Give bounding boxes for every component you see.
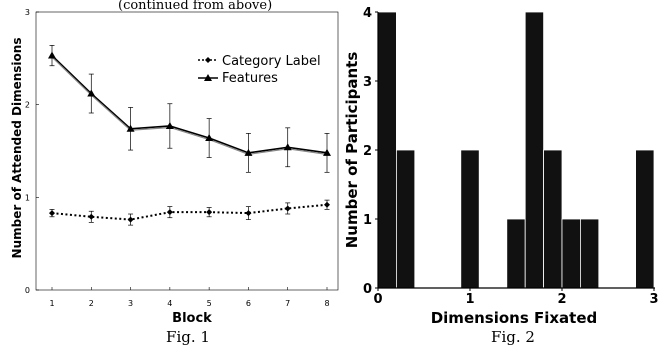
fig1-ytick-label: 1 bbox=[25, 193, 30, 202]
fig2-ytick-label: 2 bbox=[363, 144, 372, 159]
fig1-point-triangle bbox=[205, 134, 214, 142]
fig1-series-line bbox=[51, 203, 328, 221]
fig1-point-triangle bbox=[165, 121, 174, 129]
fig2-bar bbox=[377, 11, 397, 289]
fig2-xtick-label: 0 bbox=[373, 292, 382, 307]
fig2-caption: Fig. 2 bbox=[491, 328, 535, 346]
fig1-point-diamond bbox=[284, 205, 291, 212]
fig2-ytick-label: 0 bbox=[363, 282, 372, 297]
fig1-xtick-label: 7 bbox=[285, 299, 290, 308]
fig1-xtick-label: 6 bbox=[246, 299, 251, 308]
fig1-point-diamond bbox=[324, 201, 330, 208]
fig1-point-triangle bbox=[126, 124, 135, 132]
header-fragment: (continued from above) bbox=[118, 0, 272, 13]
fig1-caption: Fig. 1 bbox=[166, 328, 210, 346]
fig1-point-diamond bbox=[88, 213, 95, 220]
fig2-ylabel: Number of Participants bbox=[343, 52, 361, 249]
fig2-bar bbox=[635, 149, 655, 289]
fig1-point-triangle bbox=[48, 51, 56, 59]
fig1-xtick-label: 8 bbox=[324, 299, 329, 308]
legend-label-features: Features bbox=[222, 71, 278, 86]
fig1-xtick-label: 4 bbox=[167, 299, 172, 308]
fig2-ytick-label: 4 bbox=[363, 6, 372, 21]
fig2-chart: 0 1 2 3 4 0 1 2 3 Number of Participants Dimens… bbox=[343, 6, 659, 346]
fig1-point-diamond bbox=[245, 210, 252, 217]
fig1-point-diamond bbox=[49, 210, 55, 217]
fig1-point-triangle bbox=[87, 89, 96, 97]
fig1-point-diamond bbox=[166, 209, 173, 216]
fig2-ytick-label: 1 bbox=[363, 213, 372, 228]
fig2-xtick-label: 3 bbox=[649, 292, 658, 307]
legend-triangle-marker bbox=[204, 74, 212, 81]
fig1-series-line-shadow bbox=[51, 56, 328, 155]
fig1-point-triangle bbox=[323, 148, 331, 156]
fig1-xtick-label: 1 bbox=[49, 299, 54, 308]
fig1-xtick-label: 2 bbox=[89, 299, 94, 308]
fig1-point-diamond bbox=[206, 209, 213, 216]
fig1-ytick-label: 2 bbox=[25, 101, 30, 110]
legend-diamond-marker bbox=[205, 57, 211, 63]
fig1-point-triangle bbox=[283, 143, 292, 151]
fig1-series-line bbox=[51, 54, 328, 154]
fig1-xtick-label: 3 bbox=[128, 299, 133, 308]
fig1-ytick-label: 3 bbox=[25, 8, 30, 17]
fig1-xtick-label: 5 bbox=[207, 299, 212, 308]
fig2-xtick-label: 1 bbox=[465, 292, 474, 307]
fig2-bar bbox=[506, 218, 526, 289]
fig2-bar bbox=[460, 149, 480, 289]
fig1-point-diamond bbox=[127, 216, 134, 223]
fig1-plot-frame bbox=[35, 11, 339, 291]
fig1-chart: Number of Attended Dimensions Block Fig.… bbox=[10, 8, 339, 346]
fig1-ytick-label: 0 bbox=[25, 286, 30, 295]
fig1-xlabel: Block bbox=[172, 311, 212, 326]
fig1-legend: Category Label Features bbox=[198, 54, 321, 86]
fig1-point-triangle bbox=[244, 148, 253, 156]
fig2-bar bbox=[543, 149, 563, 289]
fig2-xtick-label: 2 bbox=[557, 292, 566, 307]
fig1-ylabel: Number of Attended Dimensions bbox=[10, 38, 24, 259]
fig2-bar bbox=[580, 218, 600, 289]
fig2-bar bbox=[561, 218, 581, 289]
legend-label-category-label: Category Label bbox=[222, 54, 321, 69]
fig2-xlabel: Dimensions Fixated bbox=[431, 309, 598, 327]
fig2-bar bbox=[395, 149, 416, 289]
fig2-bar bbox=[524, 11, 545, 289]
fig2-ytick-label: 3 bbox=[363, 75, 372, 90]
